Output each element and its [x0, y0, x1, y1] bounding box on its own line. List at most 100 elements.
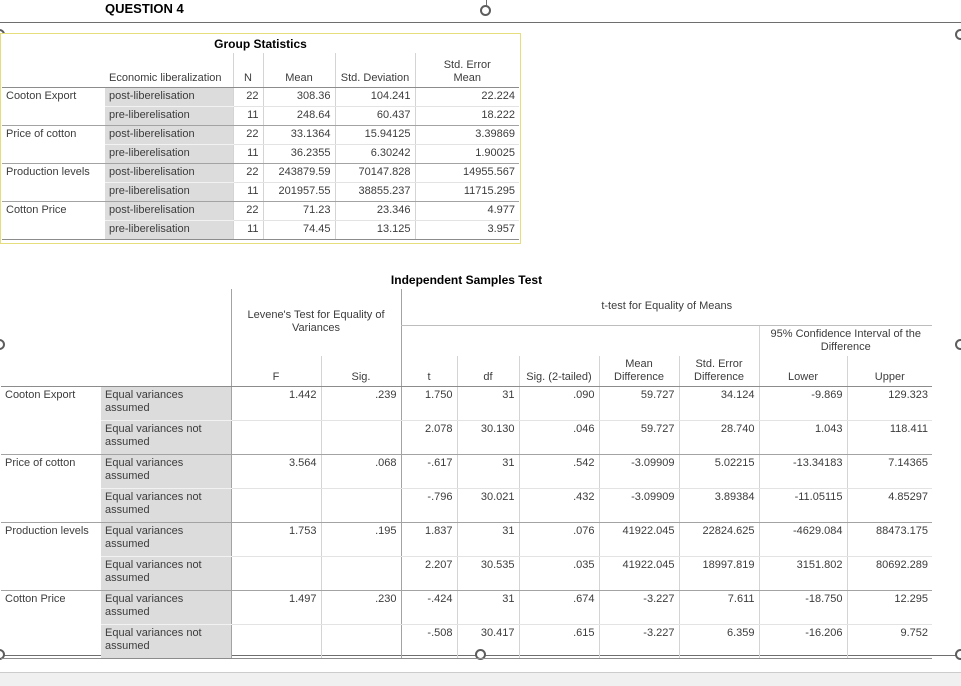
- group-label: post-liberelisation: [105, 201, 233, 221]
- variable-label: Cotton Price: [2, 201, 105, 240]
- cell-mean: 74.45: [262, 220, 335, 240]
- header-std-deviation: Std. Deviation: [334, 53, 415, 88]
- selection-handle-top-center[interactable]: [480, 5, 491, 16]
- cell-lower: -11.05115: [758, 488, 847, 523]
- selection-handle-top-right[interactable]: [955, 29, 961, 40]
- cell-n: 22: [232, 125, 263, 145]
- variable-label: Production levels: [1, 522, 101, 591]
- cell-mean: 36.2355: [262, 144, 335, 164]
- cell-t: -.796: [400, 488, 457, 523]
- blank-header-cell: [1, 289, 231, 387]
- selection-boundary-top: [0, 22, 961, 23]
- cell-std-error-difference: 7.611: [678, 590, 759, 625]
- cell-std-error-difference: 3.89384: [678, 488, 759, 523]
- cell-mean-difference: 59.727: [598, 386, 679, 421]
- cell-sig: [320, 488, 401, 523]
- cell-std-error-mean: 3.957: [414, 220, 519, 240]
- cell-std-error-mean: 4.977: [414, 201, 519, 221]
- cell-upper: 129.323: [846, 386, 932, 421]
- cell-std-deviation: 38855.237: [334, 182, 415, 202]
- cell-std-error-mean: 14955.567: [414, 163, 519, 183]
- cell-f: [230, 420, 321, 455]
- question-heading: QUESTION 4: [105, 1, 184, 16]
- cell-std-error-mean: 22.224: [414, 87, 519, 107]
- cell-n: 22: [232, 163, 263, 183]
- cell-std-deviation: 60.437: [334, 106, 415, 126]
- independent-samples-test-title: Independent Samples Test: [390, 273, 543, 287]
- variable-label: Cotton Price: [1, 590, 101, 659]
- page-bottom-margin: [0, 672, 961, 686]
- variable-label: Cooton Export: [2, 87, 105, 126]
- cell-t: 2.078: [400, 420, 457, 455]
- header-economic-liberalization: Economic liberalization: [105, 53, 233, 88]
- cell-std-error-difference: 5.02215: [678, 454, 759, 489]
- cell-sig-2-tailed: .674: [518, 590, 599, 625]
- cell-upper: 4.85297: [846, 488, 932, 523]
- cell-mean: 33.1364: [262, 125, 335, 145]
- cell-std-error-mean: 3.39869: [414, 125, 519, 145]
- group-label: post-liberelisation: [105, 163, 233, 183]
- header-mean-difference: Mean Difference: [598, 355, 679, 387]
- group-label: pre-liberelisation: [105, 106, 233, 126]
- assumption-label: Equal variances assumed: [101, 590, 231, 625]
- cell-df: 30.417: [456, 624, 519, 659]
- cell-f: 3.564: [230, 454, 321, 489]
- cell-df: 31: [456, 590, 519, 625]
- cell-f: 1.442: [230, 386, 321, 421]
- header-n: N: [232, 53, 263, 88]
- cell-n: 11: [232, 220, 263, 240]
- cell-std-error-difference: 34.124: [678, 386, 759, 421]
- header-upper: Upper: [846, 355, 932, 387]
- cell-sig: .230: [320, 590, 401, 625]
- cell-mean: 71.23: [262, 201, 335, 221]
- cell-df: 30.130: [456, 420, 519, 455]
- cell-mean-difference: 41922.045: [598, 556, 679, 591]
- cell-std-error-difference: 22824.625: [678, 522, 759, 557]
- cell-sig-2-tailed: .090: [518, 386, 599, 421]
- header-std-error-difference: Std. Error Difference: [678, 355, 759, 387]
- cell-lower: 3151.802: [758, 556, 847, 591]
- variable-label: Price of cotton: [1, 454, 101, 523]
- cell-mean: 201957.55: [262, 182, 335, 202]
- assumption-label: Equal variances not assumed: [101, 556, 231, 591]
- cell-sig: .068: [320, 454, 401, 489]
- selection-handle-middle-right[interactable]: [955, 339, 961, 350]
- cell-std-error-difference: 28.740: [678, 420, 759, 455]
- group-statistics-table: Group Statistics Economic liberalization…: [2, 36, 519, 240]
- cell-n: 11: [232, 182, 263, 202]
- cell-sig: [320, 420, 401, 455]
- header-std-error-mean: Std. Error Mean: [414, 53, 519, 88]
- group-statistics-title: Group Statistics: [214, 37, 307, 51]
- cell-upper: 9.752: [846, 624, 932, 659]
- assumption-label: Equal variances not assumed: [101, 624, 231, 659]
- cell-mean: 248.64: [262, 106, 335, 126]
- cell-std-error-mean: 1.90025: [414, 144, 519, 164]
- cell-std-deviation: 15.94125: [334, 125, 415, 145]
- cell-mean-difference: -3.09909: [598, 454, 679, 489]
- cell-upper: 80692.289: [846, 556, 932, 591]
- group-label: pre-liberelisation: [105, 182, 233, 202]
- assumption-label: Equal variances assumed: [101, 386, 231, 421]
- header-mean: Mean: [262, 53, 335, 88]
- cell-f: 1.497: [230, 590, 321, 625]
- cell-sig: .195: [320, 522, 401, 557]
- cell-std-error-difference: 6.359: [678, 624, 759, 659]
- cell-std-error-mean: 18.222: [414, 106, 519, 126]
- cell-n: 11: [232, 144, 263, 164]
- cell-df: 30.535: [456, 556, 519, 591]
- header-levene: Levene's Test for Equality of Variances: [230, 289, 401, 356]
- cell-std-deviation: 70147.828: [334, 163, 415, 183]
- header-df: df: [456, 355, 519, 387]
- cell-df: 30.021: [456, 488, 519, 523]
- cell-sig-2-tailed: .076: [518, 522, 599, 557]
- cell-sig: [320, 556, 401, 591]
- cell-mean-difference: 59.727: [598, 420, 679, 455]
- cell-t: 1.750: [400, 386, 457, 421]
- header-sig: Sig.: [320, 355, 401, 387]
- cell-f: 1.753: [230, 522, 321, 557]
- cell-sig-2-tailed: .046: [518, 420, 599, 455]
- selection-handle-bottom-right[interactable]: [955, 649, 961, 660]
- independent-samples-test-section: Independent Samples Test Levene's Test f…: [1, 272, 932, 659]
- cell-std-deviation: 13.125: [334, 220, 415, 240]
